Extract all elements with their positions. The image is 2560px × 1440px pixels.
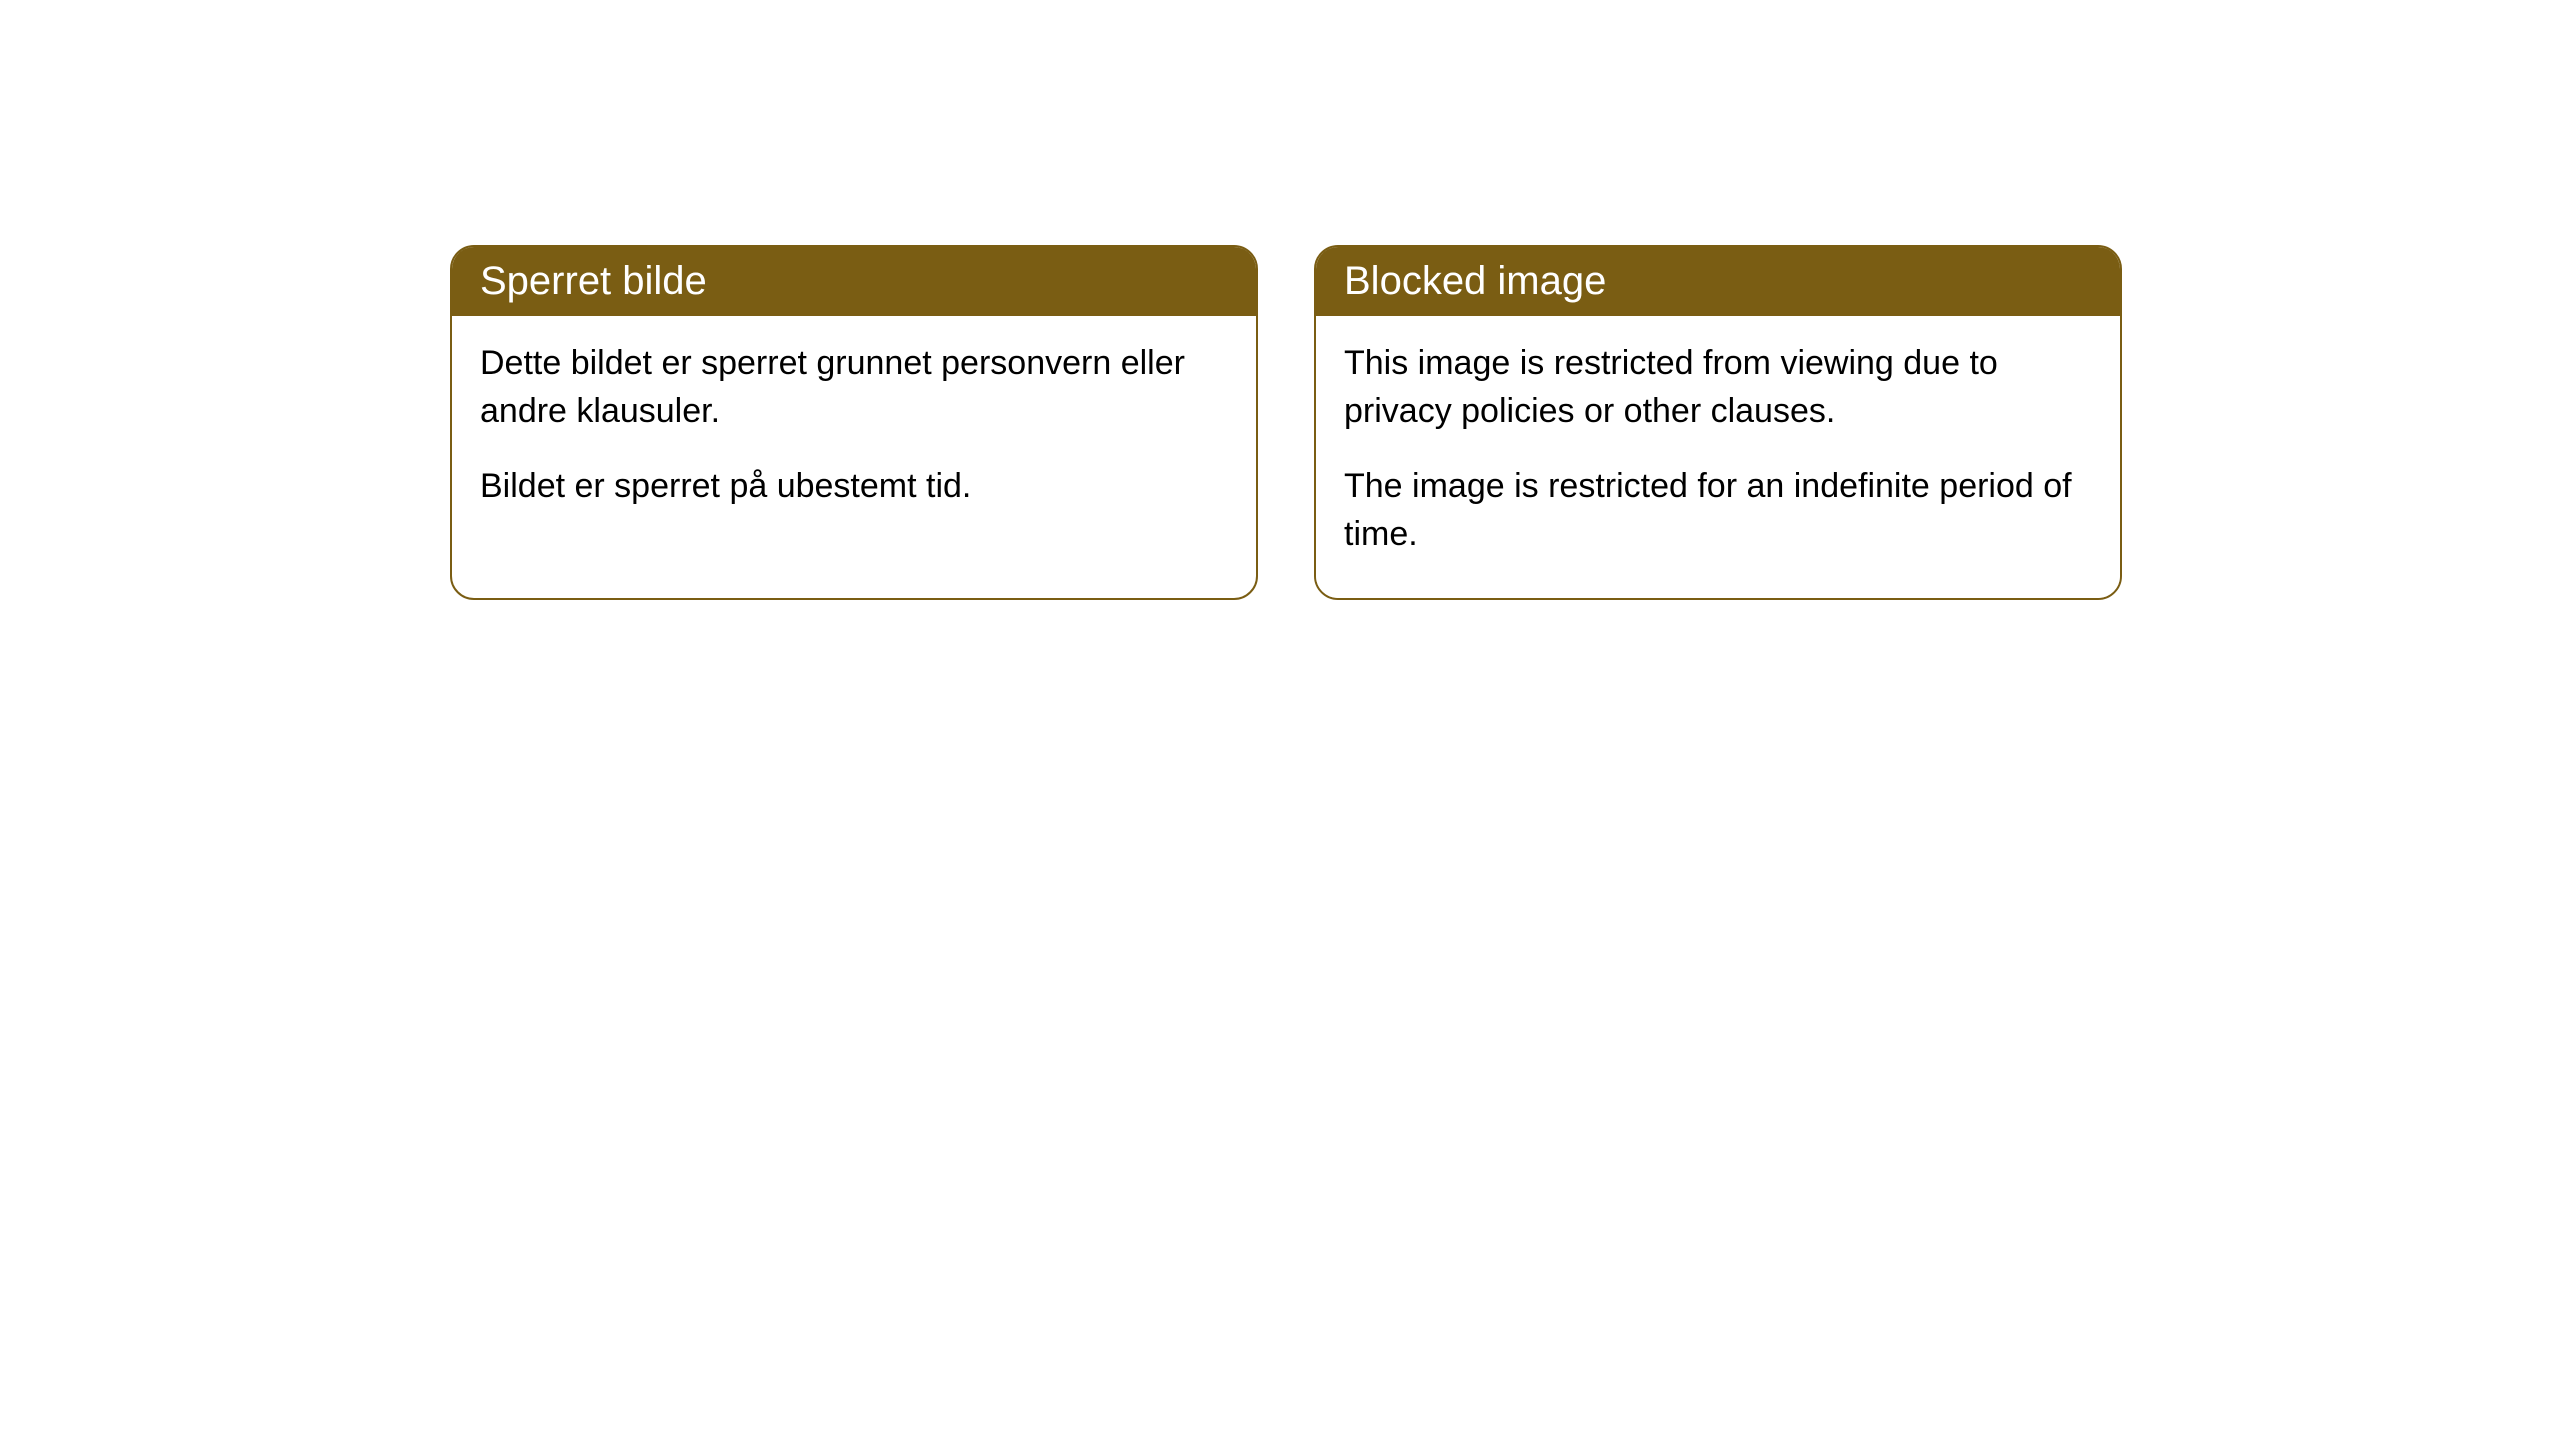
card-header-norwegian: Sperret bilde: [452, 247, 1256, 316]
card-paragraph-2-norwegian: Bildet er sperret på ubestemt tid.: [480, 463, 1228, 511]
card-header-english: Blocked image: [1316, 247, 2120, 316]
card-paragraph-2-english: The image is restricted for an indefinit…: [1344, 463, 2092, 558]
notification-cards-container: Sperret bilde Dette bildet er sperret gr…: [450, 245, 2122, 600]
card-title-norwegian: Sperret bilde: [480, 259, 707, 303]
card-body-english: This image is restricted from viewing du…: [1316, 316, 2120, 598]
card-body-norwegian: Dette bildet er sperret grunnet personve…: [452, 316, 1256, 551]
card-paragraph-1-norwegian: Dette bildet er sperret grunnet personve…: [480, 340, 1228, 435]
card-paragraph-1-english: This image is restricted from viewing du…: [1344, 340, 2092, 435]
blocked-image-card-english: Blocked image This image is restricted f…: [1314, 245, 2122, 600]
blocked-image-card-norwegian: Sperret bilde Dette bildet er sperret gr…: [450, 245, 1258, 600]
card-title-english: Blocked image: [1344, 259, 1606, 303]
